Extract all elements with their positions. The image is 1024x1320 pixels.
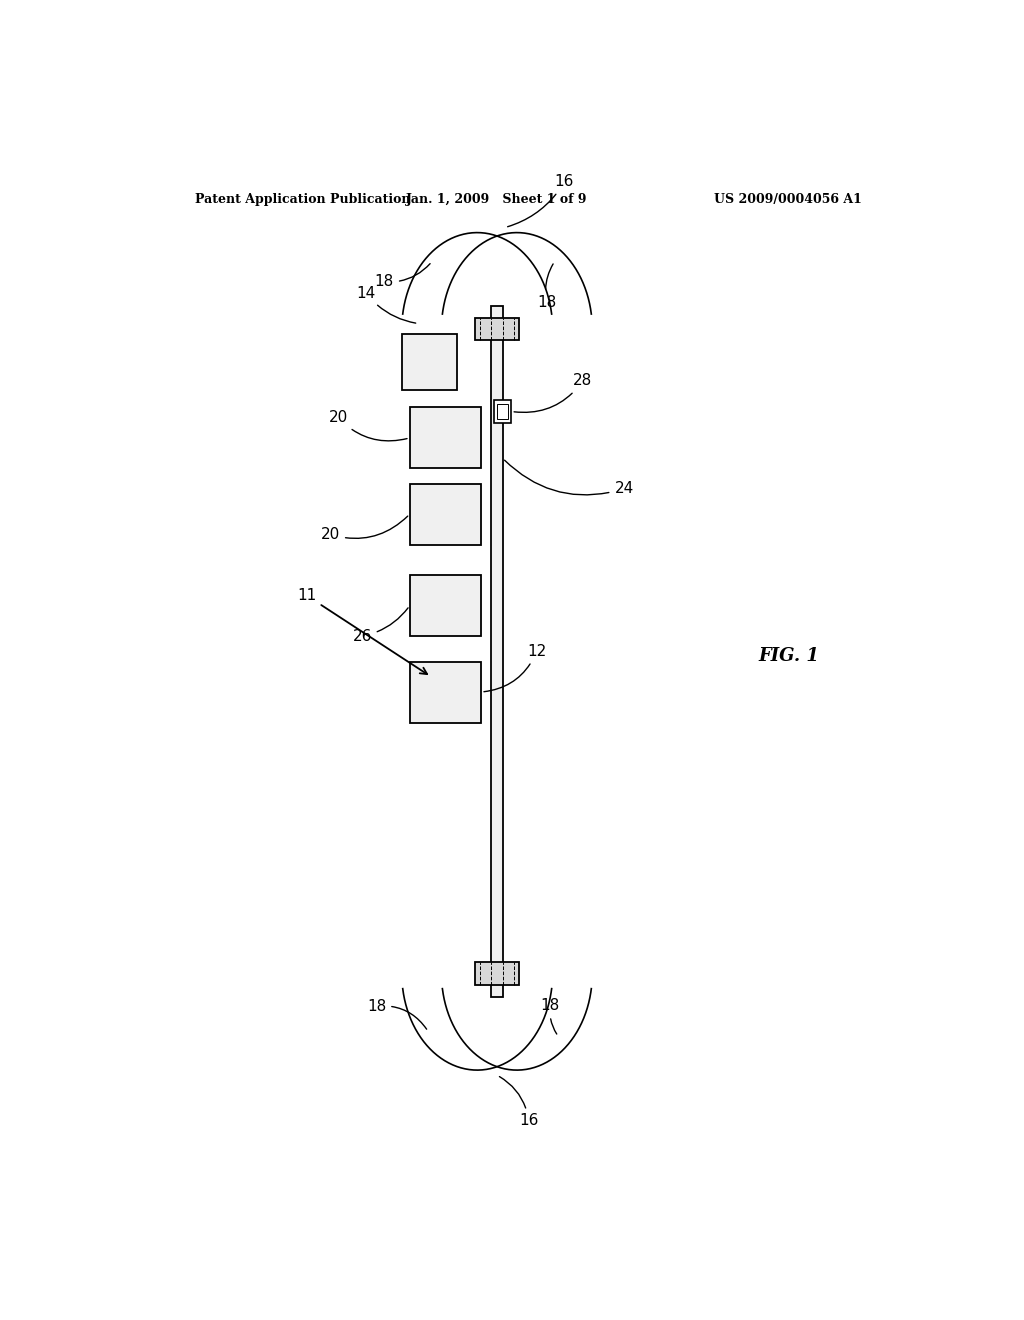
Text: FIG. 1: FIG. 1	[759, 647, 820, 665]
Text: 26: 26	[352, 607, 409, 644]
Text: 16: 16	[500, 1077, 539, 1129]
Bar	[492, 306, 503, 997]
Text: 20: 20	[321, 516, 408, 543]
Bar	[401, 334, 458, 389]
Text: 20: 20	[329, 411, 407, 441]
Text: 18: 18	[375, 264, 430, 289]
Text: 12: 12	[484, 644, 547, 692]
Text: 11: 11	[297, 587, 427, 675]
Bar	[497, 404, 508, 418]
Text: 18: 18	[537, 264, 556, 310]
Text: 14: 14	[356, 285, 416, 323]
Bar	[475, 962, 519, 985]
Text: 18: 18	[367, 998, 427, 1030]
Text: Patent Application Publication: Patent Application Publication	[196, 193, 411, 206]
Bar	[410, 576, 481, 636]
Text: US 2009/0004056 A1: US 2009/0004056 A1	[714, 193, 862, 206]
Bar	[410, 408, 481, 469]
Bar	[410, 483, 481, 545]
Text: 18: 18	[541, 998, 560, 1034]
Text: 16: 16	[508, 174, 574, 227]
Text: Jan. 1, 2009   Sheet 1 of 9: Jan. 1, 2009 Sheet 1 of 9	[407, 193, 588, 206]
Bar	[475, 318, 519, 341]
Bar	[410, 661, 481, 722]
Bar	[494, 400, 511, 422]
Text: 24: 24	[505, 461, 634, 496]
Text: 28: 28	[514, 374, 592, 412]
